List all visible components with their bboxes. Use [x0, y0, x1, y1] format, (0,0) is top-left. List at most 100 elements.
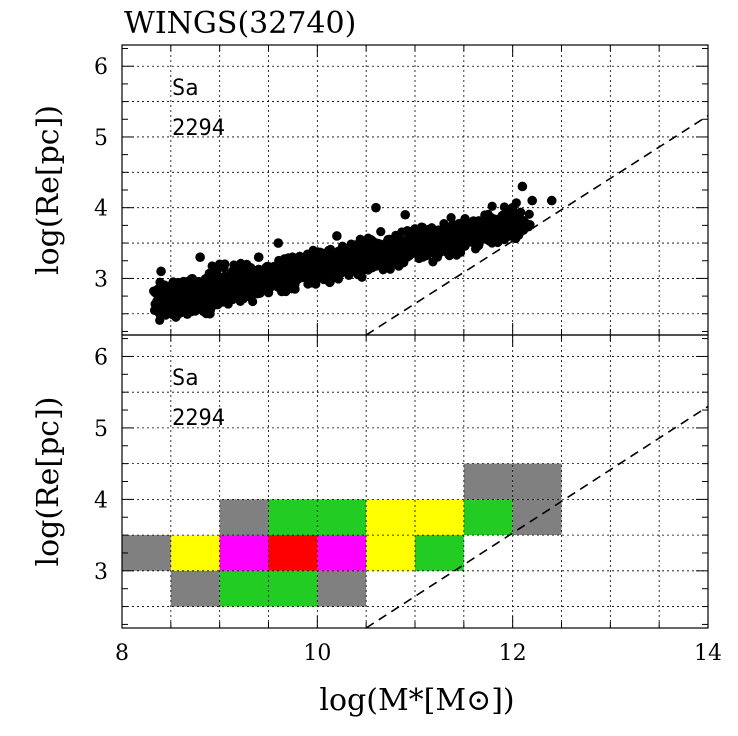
data-point	[273, 238, 284, 248]
data-point	[170, 295, 180, 305]
data-point	[263, 287, 274, 298]
data-point	[429, 231, 440, 241]
x-axis-label: log(M*[M⊙])	[319, 683, 514, 718]
data-point	[482, 234, 492, 245]
heatmap-cell	[415, 499, 464, 536]
data-point	[159, 305, 170, 315]
x-tick-labels: 8 10 12 14	[115, 641, 722, 666]
data-point	[253, 252, 264, 262]
data-point	[454, 235, 464, 246]
data-point	[400, 253, 410, 263]
heatmap-cell	[317, 570, 367, 607]
data-point	[459, 217, 469, 227]
x-tick-label: 10	[303, 641, 331, 666]
data-point	[524, 209, 534, 219]
data-point	[444, 230, 454, 240]
y-tick-label: 4	[94, 488, 108, 513]
data-point	[175, 280, 186, 291]
data-point	[214, 259, 225, 270]
heatmap-cell	[317, 535, 367, 571]
data-point	[339, 264, 350, 274]
data-point	[474, 240, 484, 251]
data-point	[195, 252, 205, 262]
data-point	[207, 261, 217, 271]
x-tick-label: 8	[115, 641, 129, 666]
data-point	[439, 218, 449, 229]
data-point	[390, 238, 401, 248]
data-point	[391, 247, 401, 257]
x-tick-label: 14	[694, 641, 722, 666]
data-point	[293, 266, 303, 277]
data-point	[223, 299, 233, 309]
data-point	[158, 282, 168, 292]
data-point	[371, 238, 381, 248]
data-point	[184, 290, 195, 300]
data-point	[364, 253, 374, 263]
data-point	[357, 258, 367, 268]
heatmap-cell	[170, 535, 220, 571]
data-point	[376, 227, 386, 237]
data-point	[391, 230, 401, 240]
data-point	[418, 236, 428, 246]
data-point	[507, 202, 518, 213]
data-point	[455, 245, 465, 255]
scatter-panel: 3 4 5 6 Sa 2294 log(Re[pc])	[31, 44, 709, 336]
heatmap-panel: 3 4 5 6 Sa 2294 log(Re[pc])	[31, 334, 709, 629]
data-point	[262, 265, 272, 275]
y-tick-label: 3	[94, 560, 108, 585]
data-point	[227, 281, 238, 291]
data-point	[512, 215, 522, 226]
y-tick-label: 5	[94, 126, 108, 151]
heatmap-cell	[219, 570, 269, 607]
data-point	[277, 287, 287, 297]
data-point	[257, 271, 268, 282]
reference-line	[365, 115, 709, 336]
chart-title: WINGS(32740)	[124, 6, 356, 41]
data-point	[382, 236, 392, 246]
data-point	[446, 212, 456, 223]
data-point	[271, 273, 281, 283]
data-point	[400, 209, 411, 220]
data-point	[342, 252, 352, 262]
data-point	[227, 290, 238, 301]
heatmap-cell	[512, 463, 562, 500]
data-point	[216, 292, 227, 302]
data-point	[256, 282, 266, 292]
data-point	[517, 181, 528, 192]
data-point	[318, 266, 329, 276]
data-point	[214, 283, 224, 293]
data-point	[371, 202, 381, 213]
heatmap-cell	[219, 499, 269, 536]
data-point	[447, 221, 457, 231]
data-point	[312, 252, 323, 262]
data-point	[403, 246, 414, 256]
data-point	[248, 296, 258, 307]
data-point	[371, 258, 381, 268]
data-point	[527, 195, 537, 206]
data-point	[302, 264, 312, 274]
galaxy-count-label: 2294	[172, 406, 225, 431]
reference-line	[365, 405, 709, 629]
heatmap-cell	[268, 499, 318, 536]
data-point	[402, 225, 412, 236]
data-point	[246, 285, 256, 295]
heatmap-cell	[268, 570, 318, 607]
data-point	[331, 251, 341, 261]
data-point	[305, 271, 315, 281]
galaxy-type-label: Sa	[172, 76, 199, 101]
heatmap-cell	[366, 499, 415, 536]
heatmap-cell	[463, 463, 513, 500]
data-point	[237, 288, 247, 298]
data-point	[432, 244, 442, 254]
y-tick-label: 6	[94, 55, 108, 80]
data-point	[156, 266, 166, 277]
data-point	[190, 282, 200, 292]
data-point	[351, 245, 362, 255]
data-point	[150, 286, 160, 296]
data-point	[423, 249, 433, 260]
heatmap-cell	[122, 535, 171, 571]
y-tick-label: 3	[94, 267, 108, 292]
y-tick-label: 6	[94, 345, 108, 370]
data-point	[248, 273, 259, 283]
y-axis-label: log(Re[pc])	[31, 105, 66, 275]
